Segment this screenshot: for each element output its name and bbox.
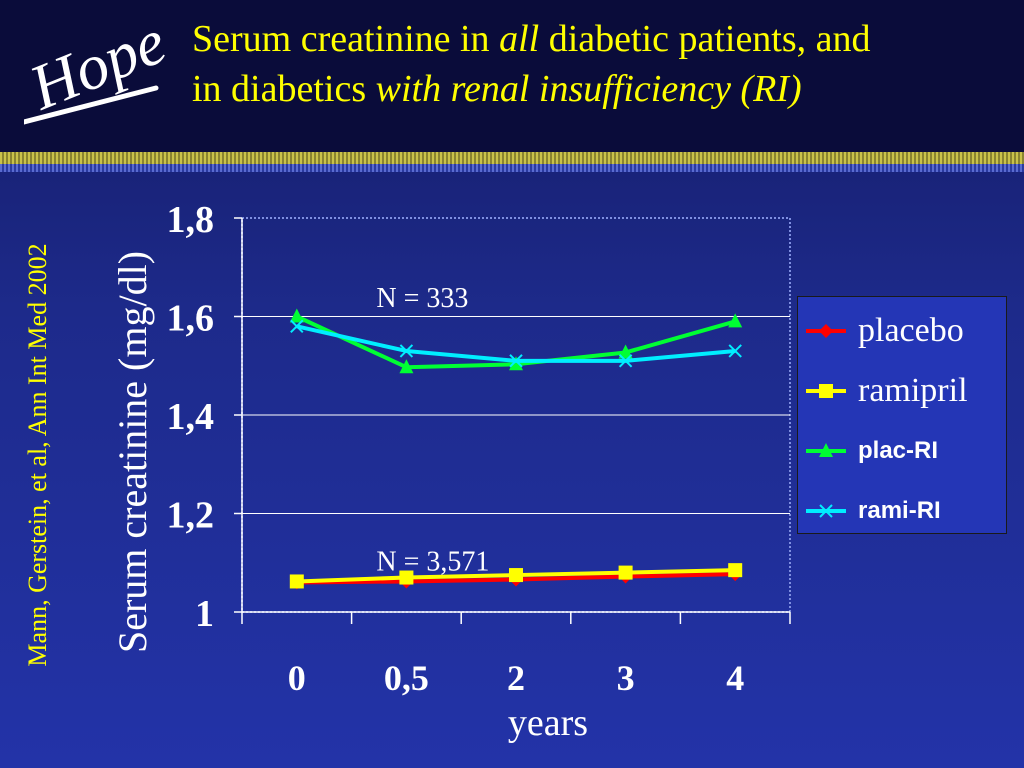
title-part: diabetic patients, and (539, 18, 871, 60)
series-line-rami-RI (296, 324, 736, 363)
data-point-ramipril (509, 568, 523, 583)
annotation-n-count: N = 3,571 (376, 546, 489, 577)
x-tick-label: 3 (617, 658, 635, 698)
title-part: with renal insufficiency (RI) (375, 68, 802, 110)
legend-item-plac-RI: plac-RI (806, 431, 938, 471)
data-point-rami-RI (399, 344, 414, 358)
legend-item-placebo: placebo (806, 311, 964, 351)
data-point-plac-RI (289, 308, 304, 323)
data-point-plac-RI (509, 356, 523, 371)
legend-swatch (806, 504, 846, 518)
legend-swatch (806, 384, 846, 398)
x-tick-label: 2 (507, 658, 525, 698)
slide-title: Serum creatinine in all diabetic patient… (192, 14, 1012, 114)
decorative-band-lower (0, 164, 1024, 172)
legend-swatch (806, 443, 846, 457)
data-point-rami-RI (728, 344, 742, 358)
data-point-ramipril (728, 563, 743, 578)
hope-logo: Hope (24, 14, 174, 125)
legend-label: placebo (858, 312, 964, 349)
y-tick-label: 1,2 (167, 495, 215, 537)
y-tick-label: 1,8 (167, 199, 215, 241)
x-tick-label: 4 (726, 658, 744, 698)
x-tick-label: 0 (288, 658, 306, 698)
data-point-rami-RI (618, 354, 633, 368)
annotation-n-count: N = 333 (376, 283, 468, 314)
x-axis-label: years (508, 702, 588, 744)
data-point-ramipril (399, 570, 414, 585)
decorative-band (0, 152, 1024, 164)
data-point-plac-RI (399, 359, 414, 374)
y-tick-label: 1,6 (167, 298, 215, 340)
legend-item-rami-RI: rami-RI (806, 491, 941, 531)
legend-label: plac-RI (858, 437, 939, 464)
title-part: in diabetics (192, 68, 376, 110)
data-point-plac-RI (728, 313, 743, 328)
y-tick-label: 1 (195, 593, 214, 635)
data-point-rami-RI (290, 319, 304, 334)
y-tick-label: 1,4 (167, 396, 215, 438)
legend-label: rami-RI (858, 497, 941, 524)
data-point-ramipril (289, 574, 304, 589)
x-tick-label: 0,5 (384, 658, 429, 698)
data-point-plac-RI (618, 344, 633, 359)
header-bar: Hope Serum creatinine in all diabetic pa… (0, 0, 1024, 152)
chart-legend: placebo ramipril plac-RI rami-RI (797, 296, 1007, 534)
data-point-ramipril (618, 565, 633, 580)
data-point-rami-RI (509, 354, 523, 368)
title-part: Serum creatinine in (192, 18, 500, 60)
y-axis-label: Serum creatinine (mg/dl) (110, 251, 155, 653)
title-part: all (499, 18, 540, 60)
legend-label: ramipril (858, 372, 968, 409)
legend-item-ramipril: ramipril (806, 371, 968, 411)
legend-swatch (806, 324, 846, 338)
